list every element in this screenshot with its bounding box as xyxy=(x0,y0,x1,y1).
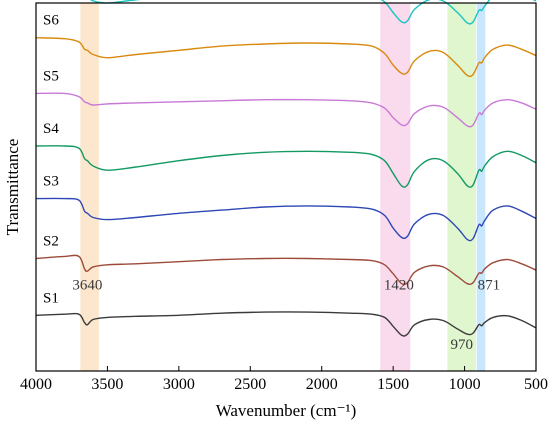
series-line-s2 xyxy=(35,254,537,286)
series-label-s1: S1 xyxy=(43,290,59,306)
peak-annotation-1420: 1420 xyxy=(384,278,414,294)
x-tick-label: 3500 xyxy=(91,376,123,393)
plot-frame xyxy=(35,2,537,372)
x-tick-label: 4000 xyxy=(20,376,52,393)
series-line-s4 xyxy=(35,145,537,188)
series-line-s7 xyxy=(89,0,537,25)
y-axis-title: Transmittance xyxy=(3,139,22,236)
peak-annotation-3640: 3640 xyxy=(72,278,102,294)
series-label-s3: S3 xyxy=(43,174,59,190)
highlight-band-3 xyxy=(476,3,486,371)
x-axis-title: Wavenumber (cm⁻¹) xyxy=(216,401,357,420)
series-line-s5 xyxy=(35,92,537,128)
series-line-s6 xyxy=(35,37,537,78)
peak-annotations: 3640 1420 871 970 xyxy=(72,278,500,353)
series-line-s1 xyxy=(35,311,537,337)
x-tick-label: 2500 xyxy=(234,376,266,393)
series-line-s3 xyxy=(35,197,537,242)
series-label-s4: S4 xyxy=(43,121,59,137)
peak-annotation-970: 970 xyxy=(450,337,473,353)
series-label-s6: S6 xyxy=(43,13,59,29)
x-tick-label: 500 xyxy=(524,376,548,393)
peak-annotation-871: 871 xyxy=(478,278,501,294)
x-axis-ticks: 4000 3500 3000 2500 2000 1500 1000 500 xyxy=(20,366,548,393)
highlight-band-0 xyxy=(80,3,99,371)
x-tick-label: 3000 xyxy=(163,376,195,393)
series-labels: S1S2S3S4S5S6S7 xyxy=(43,13,59,307)
x-tick-label: 1500 xyxy=(377,376,409,393)
x-tick-label: 2000 xyxy=(306,376,338,393)
series-label-s5: S5 xyxy=(43,68,59,84)
series-label-s2: S2 xyxy=(43,233,59,249)
x-tick-label: 1000 xyxy=(449,376,481,393)
series-lines xyxy=(35,0,537,337)
